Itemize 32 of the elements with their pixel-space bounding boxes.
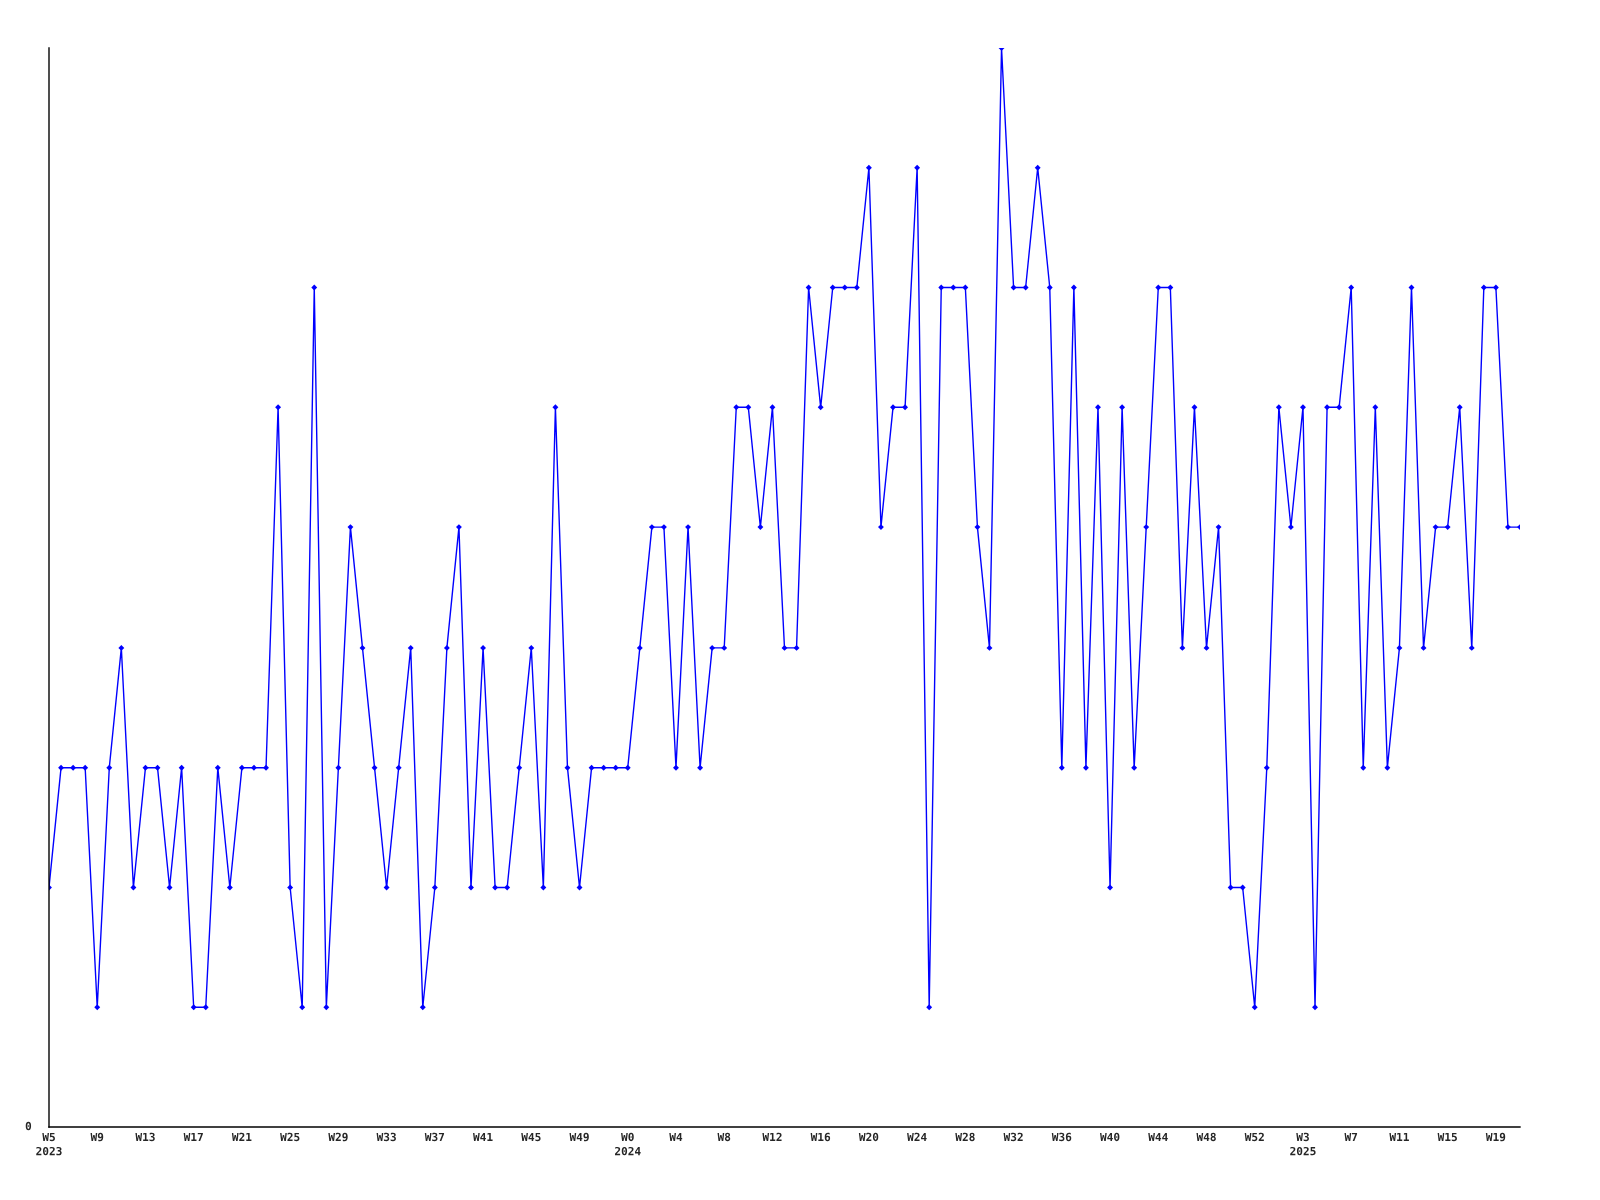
- x-tick-label: W7: [1344, 1132, 1358, 1141]
- text: 0: [25, 1121, 32, 1131]
- x-tick-label: W16: [810, 1132, 831, 1142]
- x-tick-label: W44: [1148, 1132, 1168, 1141]
- x-tick-label: W29: [328, 1132, 348, 1142]
- x-tick-label: W33: [376, 1132, 396, 1142]
- x-tick-label: W41: [473, 1132, 493, 1141]
- x-tick-label: W19: [1485, 1132, 1506, 1142]
- x-tick-label: W20: [858, 1132, 879, 1142]
- x-tick-label: W13: [135, 1132, 155, 1142]
- x-tick-label: W0 2024: [615, 1132, 641, 1156]
- x-tick-label: W28: [955, 1132, 975, 1142]
- x-tick-label: W48: [1196, 1132, 1216, 1142]
- x-tick-label: W9: [90, 1132, 104, 1142]
- x-tick-label: W4: [669, 1132, 683, 1141]
- x-tick-label: W8: [717, 1132, 731, 1142]
- x-tick-label: W17: [183, 1132, 203, 1141]
- x-tick-label: W37: [424, 1132, 445, 1142]
- x-tick-label: W45: [521, 1132, 541, 1142]
- x-tick-label: W24: [907, 1132, 927, 1141]
- x-tick-label: W32: [1003, 1132, 1023, 1142]
- x-tick-label: W3 2025: [1290, 1132, 1316, 1156]
- x-tick-label: W5 2023: [36, 1132, 62, 1156]
- x-tick-label: W21: [231, 1132, 252, 1141]
- x-tick-label: W36: [1051, 1132, 1072, 1142]
- x-tick-label: W12: [762, 1132, 782, 1141]
- x-tick-label: W15: [1437, 1132, 1457, 1142]
- x-tick-label: W25: [280, 1132, 300, 1142]
- x-tick-label: W49: [569, 1132, 589, 1142]
- x-tick-label: W11: [1389, 1132, 1409, 1141]
- x-tick-label: W40: [1100, 1132, 1120, 1142]
- x-tick-label: W52: [1244, 1132, 1264, 1142]
